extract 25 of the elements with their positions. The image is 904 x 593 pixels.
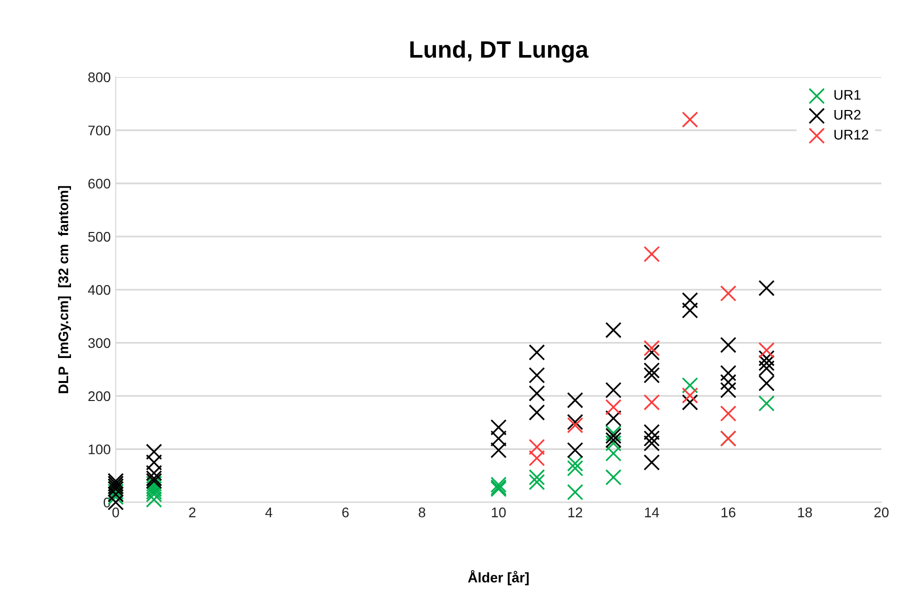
x-tick-label: 14 (645, 508, 660, 518)
y-tick-label: 400 (88, 285, 110, 295)
legend-label: UR12 (834, 130, 868, 140)
y-tick-label: 700 (88, 126, 110, 136)
x-tick-label: 8 (418, 508, 426, 518)
x-tick-label: 12 (568, 508, 582, 518)
x-axis-title: Ålder [år] (468, 570, 529, 586)
y-tick-label: 100 (88, 444, 110, 454)
x-tick-label: 20 (874, 508, 889, 518)
x-tick-label: 4 (265, 508, 272, 518)
x-tick-label: 16 (722, 508, 736, 518)
x-tick-label: 18 (798, 508, 812, 518)
y-axis-title: DLP [mGy.cm] [32 cm fantom] (58, 186, 72, 394)
chart-title: Lund, DT Lunga (410, 40, 589, 63)
x-tick-label: 2 (189, 508, 196, 518)
x-tick-label: 0 (112, 508, 120, 518)
legend-label: UR1 (834, 90, 860, 100)
y-tick-label: 200 (88, 391, 110, 402)
y-tick-label: 500 (88, 232, 110, 242)
y-tick-label: 600 (88, 178, 110, 189)
legend-label: UR2 (834, 110, 860, 120)
y-tick-label: 300 (88, 338, 110, 348)
y-tick-label: 800 (88, 72, 110, 82)
x-tick-label: 6 (342, 508, 349, 518)
x-tick-label: 10 (492, 508, 506, 518)
